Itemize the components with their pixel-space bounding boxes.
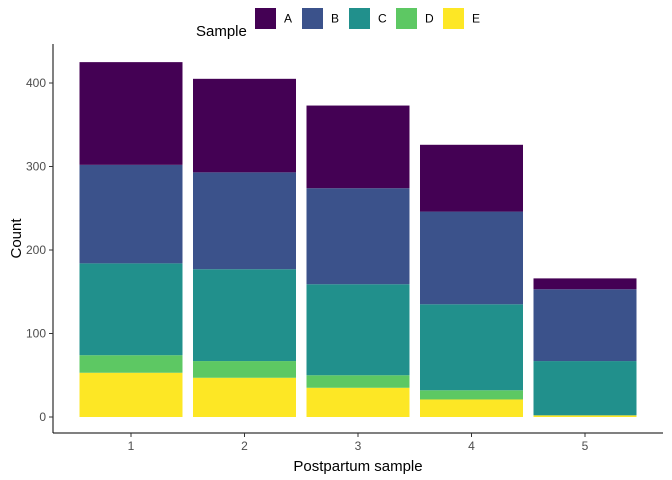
bar-segment-5-e — [533, 415, 637, 417]
bar-segment-3-d — [306, 375, 410, 388]
bar-segment-1-d — [79, 355, 183, 373]
bar-segment-2-a — [193, 78, 296, 173]
y-tick-label-200: 200 — [26, 243, 46, 257]
bar-segment-5-b — [533, 289, 637, 362]
bar-segment-4-d — [420, 390, 523, 400]
legend-key-d — [396, 8, 417, 29]
x-tick-label-3: 3 — [355, 439, 362, 453]
bar-segment-4-a — [420, 144, 523, 212]
legend-key-e — [443, 8, 464, 29]
bar-segment-2-e — [193, 377, 296, 417]
y-axis-title: Count — [8, 218, 25, 259]
bar-segment-3-a — [306, 105, 410, 189]
x-tick-label-2: 2 — [241, 439, 248, 453]
y-tick-label-0: 0 — [39, 410, 46, 424]
bar-segment-4-b — [420, 211, 523, 305]
x-axis-title: Postpartum sample — [293, 458, 422, 475]
x-axis-ticks: 1 2 3 4 5 — [128, 433, 589, 453]
bar-segment-1-c — [79, 263, 183, 356]
bar-segment-4-e — [420, 399, 523, 417]
bar-segment-2-d — [193, 361, 296, 378]
legend-label-b: B — [331, 12, 339, 26]
x-tick-label-4: 4 — [468, 439, 475, 453]
legend-title: Sample — [196, 23, 247, 40]
bars — [79, 62, 637, 417]
y-axis-ticks: 0 100 200 300 400 — [26, 76, 53, 424]
bar-segment-4-c — [420, 304, 523, 391]
x-tick-label-5: 5 — [582, 439, 589, 453]
legend-key-b — [302, 8, 323, 29]
x-tick-label-1: 1 — [128, 439, 135, 453]
legend-key-c — [349, 8, 370, 29]
bar-segment-1-a — [79, 62, 183, 165]
bar-segment-5-a — [533, 278, 637, 290]
bar-segment-2-c — [193, 269, 296, 362]
bar-segment-3-c — [306, 284, 410, 376]
legend-key-a — [255, 8, 276, 29]
legend-label-c: C — [378, 12, 387, 26]
bar-segment-3-b — [306, 188, 410, 285]
bar-segment-2-b — [193, 172, 296, 270]
axes: 0 100 200 300 400 1 2 3 4 5 — [26, 44, 663, 453]
bar-segment-3-e — [306, 387, 410, 417]
bar-segment-5-c — [533, 361, 637, 416]
legend-label-e: E — [472, 12, 480, 26]
bar-segment-1-e — [79, 372, 183, 417]
y-tick-label-400: 400 — [26, 76, 46, 90]
bar-segment-1-b — [79, 164, 183, 264]
legend-label-d: D — [425, 12, 434, 26]
legend: Sample A B C D E — [196, 8, 480, 40]
y-tick-label-100: 100 — [26, 327, 46, 341]
legend-label-a: A — [284, 12, 292, 26]
y-tick-label-300: 300 — [26, 160, 46, 174]
